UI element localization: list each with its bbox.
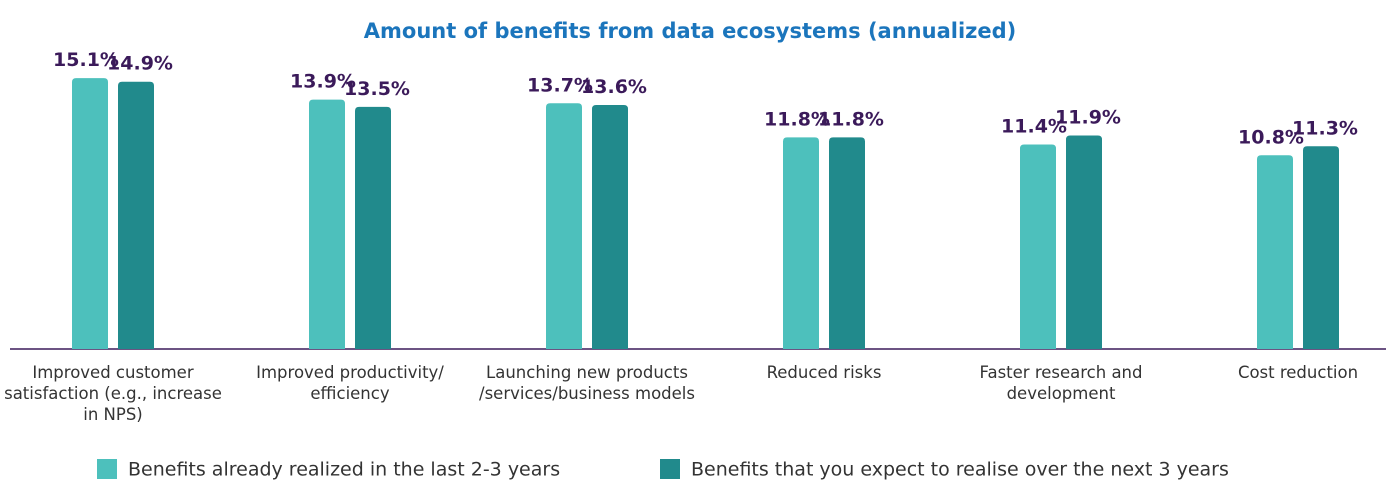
x-tick-label: Cost reduction (1237, 363, 1359, 382)
bar (592, 105, 628, 349)
bar (1066, 135, 1102, 349)
x-tick-label: Faster research and development (979, 363, 1143, 403)
bar (1303, 146, 1339, 349)
bar (783, 137, 819, 349)
x-tick-label: Reduced risks (766, 363, 882, 382)
value-label: 10.8% (1238, 126, 1304, 148)
value-label: 13.7% (527, 74, 593, 96)
value-label: 11.4% (1001, 116, 1067, 138)
bar (355, 106, 391, 349)
value-label: 13.6% (581, 76, 647, 98)
legend-label: Benefits already realized in the last 2-… (128, 459, 560, 481)
x-tick-label: Improved customer satisfaction (e.g., in… (4, 363, 222, 424)
bar (1257, 155, 1293, 349)
value-label: 14.9% (107, 53, 173, 75)
value-label: 13.9% (290, 71, 356, 93)
bar (72, 78, 108, 350)
bar (118, 81, 154, 349)
x-tick-label: Launching new products /services/busines… (479, 363, 695, 403)
value-label: 13.5% (344, 78, 410, 100)
value-label: 11.9% (1055, 107, 1121, 129)
legend-swatch (97, 459, 117, 479)
value-label: 15.1% (53, 49, 119, 71)
legend-label: Benefits that you expect to realise over… (691, 459, 1229, 481)
legend-swatch (660, 459, 680, 479)
bar (546, 103, 582, 349)
bar (309, 99, 345, 349)
value-label: 11.8% (764, 108, 830, 130)
chart-title: Amount of benefits from data ecosystems … (364, 19, 1016, 43)
bar (829, 137, 865, 349)
bar (1020, 144, 1056, 349)
value-label: 11.8% (818, 108, 884, 130)
x-tick-label: Improved productivity/ efficiency (256, 363, 444, 403)
value-label: 11.3% (1292, 117, 1358, 139)
